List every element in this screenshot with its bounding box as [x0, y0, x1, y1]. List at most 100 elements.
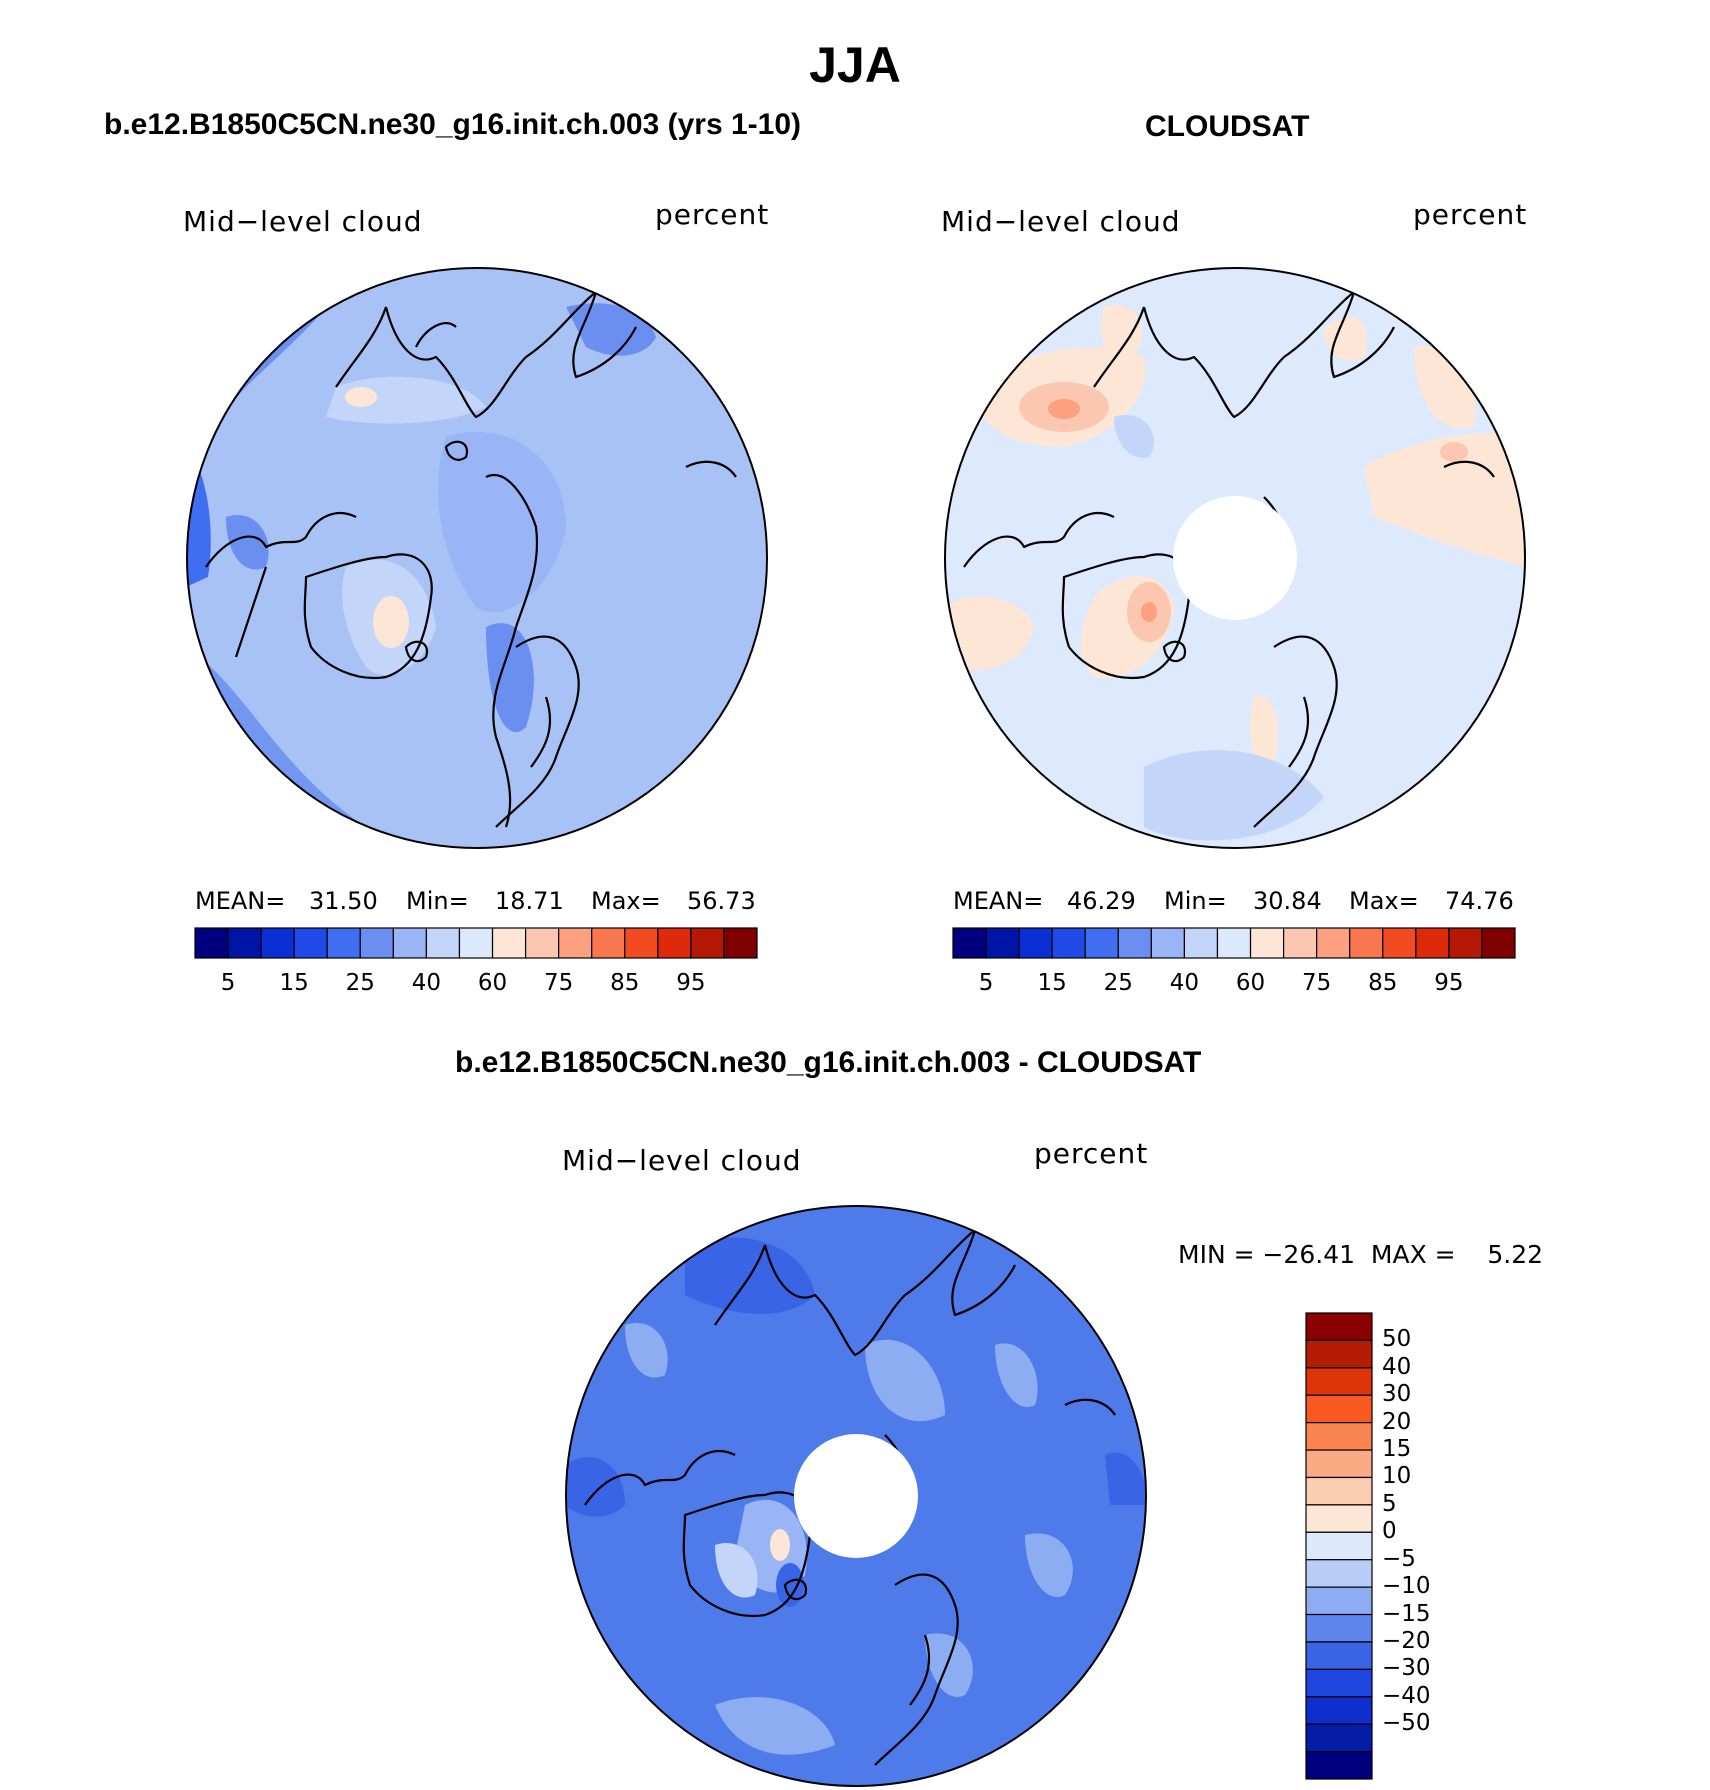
panel-3-title: b.e12.B1850C5CN.ne30_g16.init.ch.003 - C… [455, 1046, 1202, 1079]
colorbar-tick-label: 25 [345, 970, 375, 996]
missing-data-region [1173, 496, 1297, 620]
colorbar-1 [194, 927, 758, 959]
panel-3-variable-label: Mid−level cloud [562, 1144, 802, 1177]
missing-data-region [794, 1434, 918, 1558]
colorbar-box [1305, 1476, 1373, 1506]
colorbar-tick-label: 40 [1382, 1353, 1412, 1380]
figure-title: JJA [809, 37, 901, 93]
colorbar-box [1305, 1586, 1373, 1616]
colorbar-box [1305, 1668, 1373, 1698]
panel-3-map [565, 1205, 1147, 1787]
map-boundary [186, 267, 768, 849]
field-contour [945, 596, 1034, 671]
colorbar-tick-label: −50 [1382, 1710, 1431, 1737]
panel-2-max-label: Max= [1349, 887, 1419, 915]
field-contour [1114, 415, 1155, 458]
panel-1-mean-value: 31.50 [309, 887, 378, 915]
colorbar-box [1305, 1367, 1373, 1396]
colorbar-tick-label: 95 [1434, 970, 1464, 996]
colorbar-box [1415, 927, 1450, 959]
panel-1-max-label: Max= [591, 887, 661, 915]
colorbar-box [1305, 1394, 1373, 1424]
field-contour [865, 1339, 945, 1422]
field-contour [1364, 433, 1525, 567]
colorbar-box [1305, 1449, 1373, 1479]
colorbar-box [1084, 927, 1119, 959]
colorbar-tick-label: 85 [610, 970, 640, 996]
colorbar-box [690, 927, 725, 959]
colorbar-tick-label: 25 [1103, 970, 1133, 996]
colorbar-box [1349, 927, 1384, 959]
field-contour [715, 1697, 835, 1755]
field-contour [1141, 602, 1157, 622]
colorbar-box [293, 927, 328, 959]
field-contour [486, 623, 534, 733]
field-contour [1025, 1533, 1073, 1597]
map-boundary [565, 1205, 1147, 1787]
panel-1-map [186, 267, 768, 849]
coastlines [205, 290, 737, 828]
colorbar-tick-label: 15 [279, 970, 309, 996]
colorbar-box [1051, 927, 1086, 959]
panel-1-mean-label: MEAN= [195, 887, 286, 915]
colorbar-tick-label: 10 [1382, 1463, 1412, 1490]
colorbar-box [491, 927, 527, 959]
panel-1-max-value: 56.73 [687, 887, 756, 915]
panel-3-minmax: MIN = −26.41 MAX = 5.22 [1178, 1240, 1544, 1269]
colorbar-box [1316, 927, 1351, 959]
colorbar-2 [952, 927, 1516, 959]
colorbar-tick-label: 75 [1302, 970, 1332, 996]
panel-2-units-label: percent [1413, 198, 1528, 231]
colorbar-box [1282, 927, 1318, 959]
colorbar-tick-label: 5 [1382, 1490, 1397, 1517]
colorbar-box [359, 927, 394, 959]
colorbar-box [1305, 1641, 1373, 1670]
colorbar-box [194, 927, 229, 959]
field-contour [1250, 695, 1278, 769]
colorbar-tick-label: 40 [1169, 970, 1200, 996]
panel-3-units-label: percent [1034, 1137, 1149, 1170]
colorbar-box [260, 927, 295, 959]
colorbar-box [591, 927, 626, 959]
colorbar-box [985, 927, 1020, 959]
colorbar-box [1305, 1723, 1373, 1753]
panel-2-mean-label: MEAN= [953, 887, 1044, 915]
colorbar-tick-label: 60 [1235, 970, 1266, 996]
map-boundary [944, 267, 1526, 849]
field-contour [625, 1323, 668, 1378]
colorbar-tick-label: −10 [1382, 1573, 1431, 1600]
field-contour [1144, 750, 1324, 841]
panel-1-min-value: 18.71 [495, 887, 564, 915]
colorbar-tick-label: 95 [676, 970, 706, 996]
panel-1-units-label: percent [655, 198, 770, 231]
panel-2-map [944, 267, 1526, 849]
colorbar-box [1305, 1422, 1373, 1451]
colorbar-tick-label: 85 [1368, 970, 1398, 996]
colorbar-tick-label: 60 [477, 970, 508, 996]
panel-2-variable-label: Mid−level cloud [941, 205, 1181, 238]
colorbar-box [723, 927, 758, 959]
colorbar-tick-label: −20 [1382, 1627, 1431, 1654]
field-contour [776, 1563, 804, 1607]
colorbar-box [1018, 927, 1053, 959]
colorbar-3 [1305, 1312, 1373, 1780]
colorbar-box [1305, 1613, 1373, 1643]
panel-1-variable-label: Mid−level cloud [183, 205, 423, 238]
colorbar-tick-label: 0 [1382, 1518, 1397, 1545]
colorbar-box [458, 927, 494, 959]
panel-1-min-label: Min= [406, 887, 469, 915]
colorbar-box [1305, 1504, 1373, 1533]
field-contour [770, 1529, 790, 1561]
field-contour [226, 515, 269, 570]
field-contour [345, 387, 377, 407]
field-contour [1101, 305, 1143, 360]
colorbar-box [1305, 1696, 1373, 1725]
colorbar-box [1305, 1559, 1373, 1588]
colorbar-box [1448, 927, 1483, 959]
colorbar-box [1305, 1750, 1373, 1780]
colorbar-tick-label: 5 [978, 970, 994, 996]
colorbar-tick-label: 15 [1037, 970, 1067, 996]
colorbar-tick-label: 30 [1382, 1381, 1412, 1408]
panel-2-min-label: Min= [1164, 887, 1227, 915]
colorbar-box [1382, 927, 1417, 959]
